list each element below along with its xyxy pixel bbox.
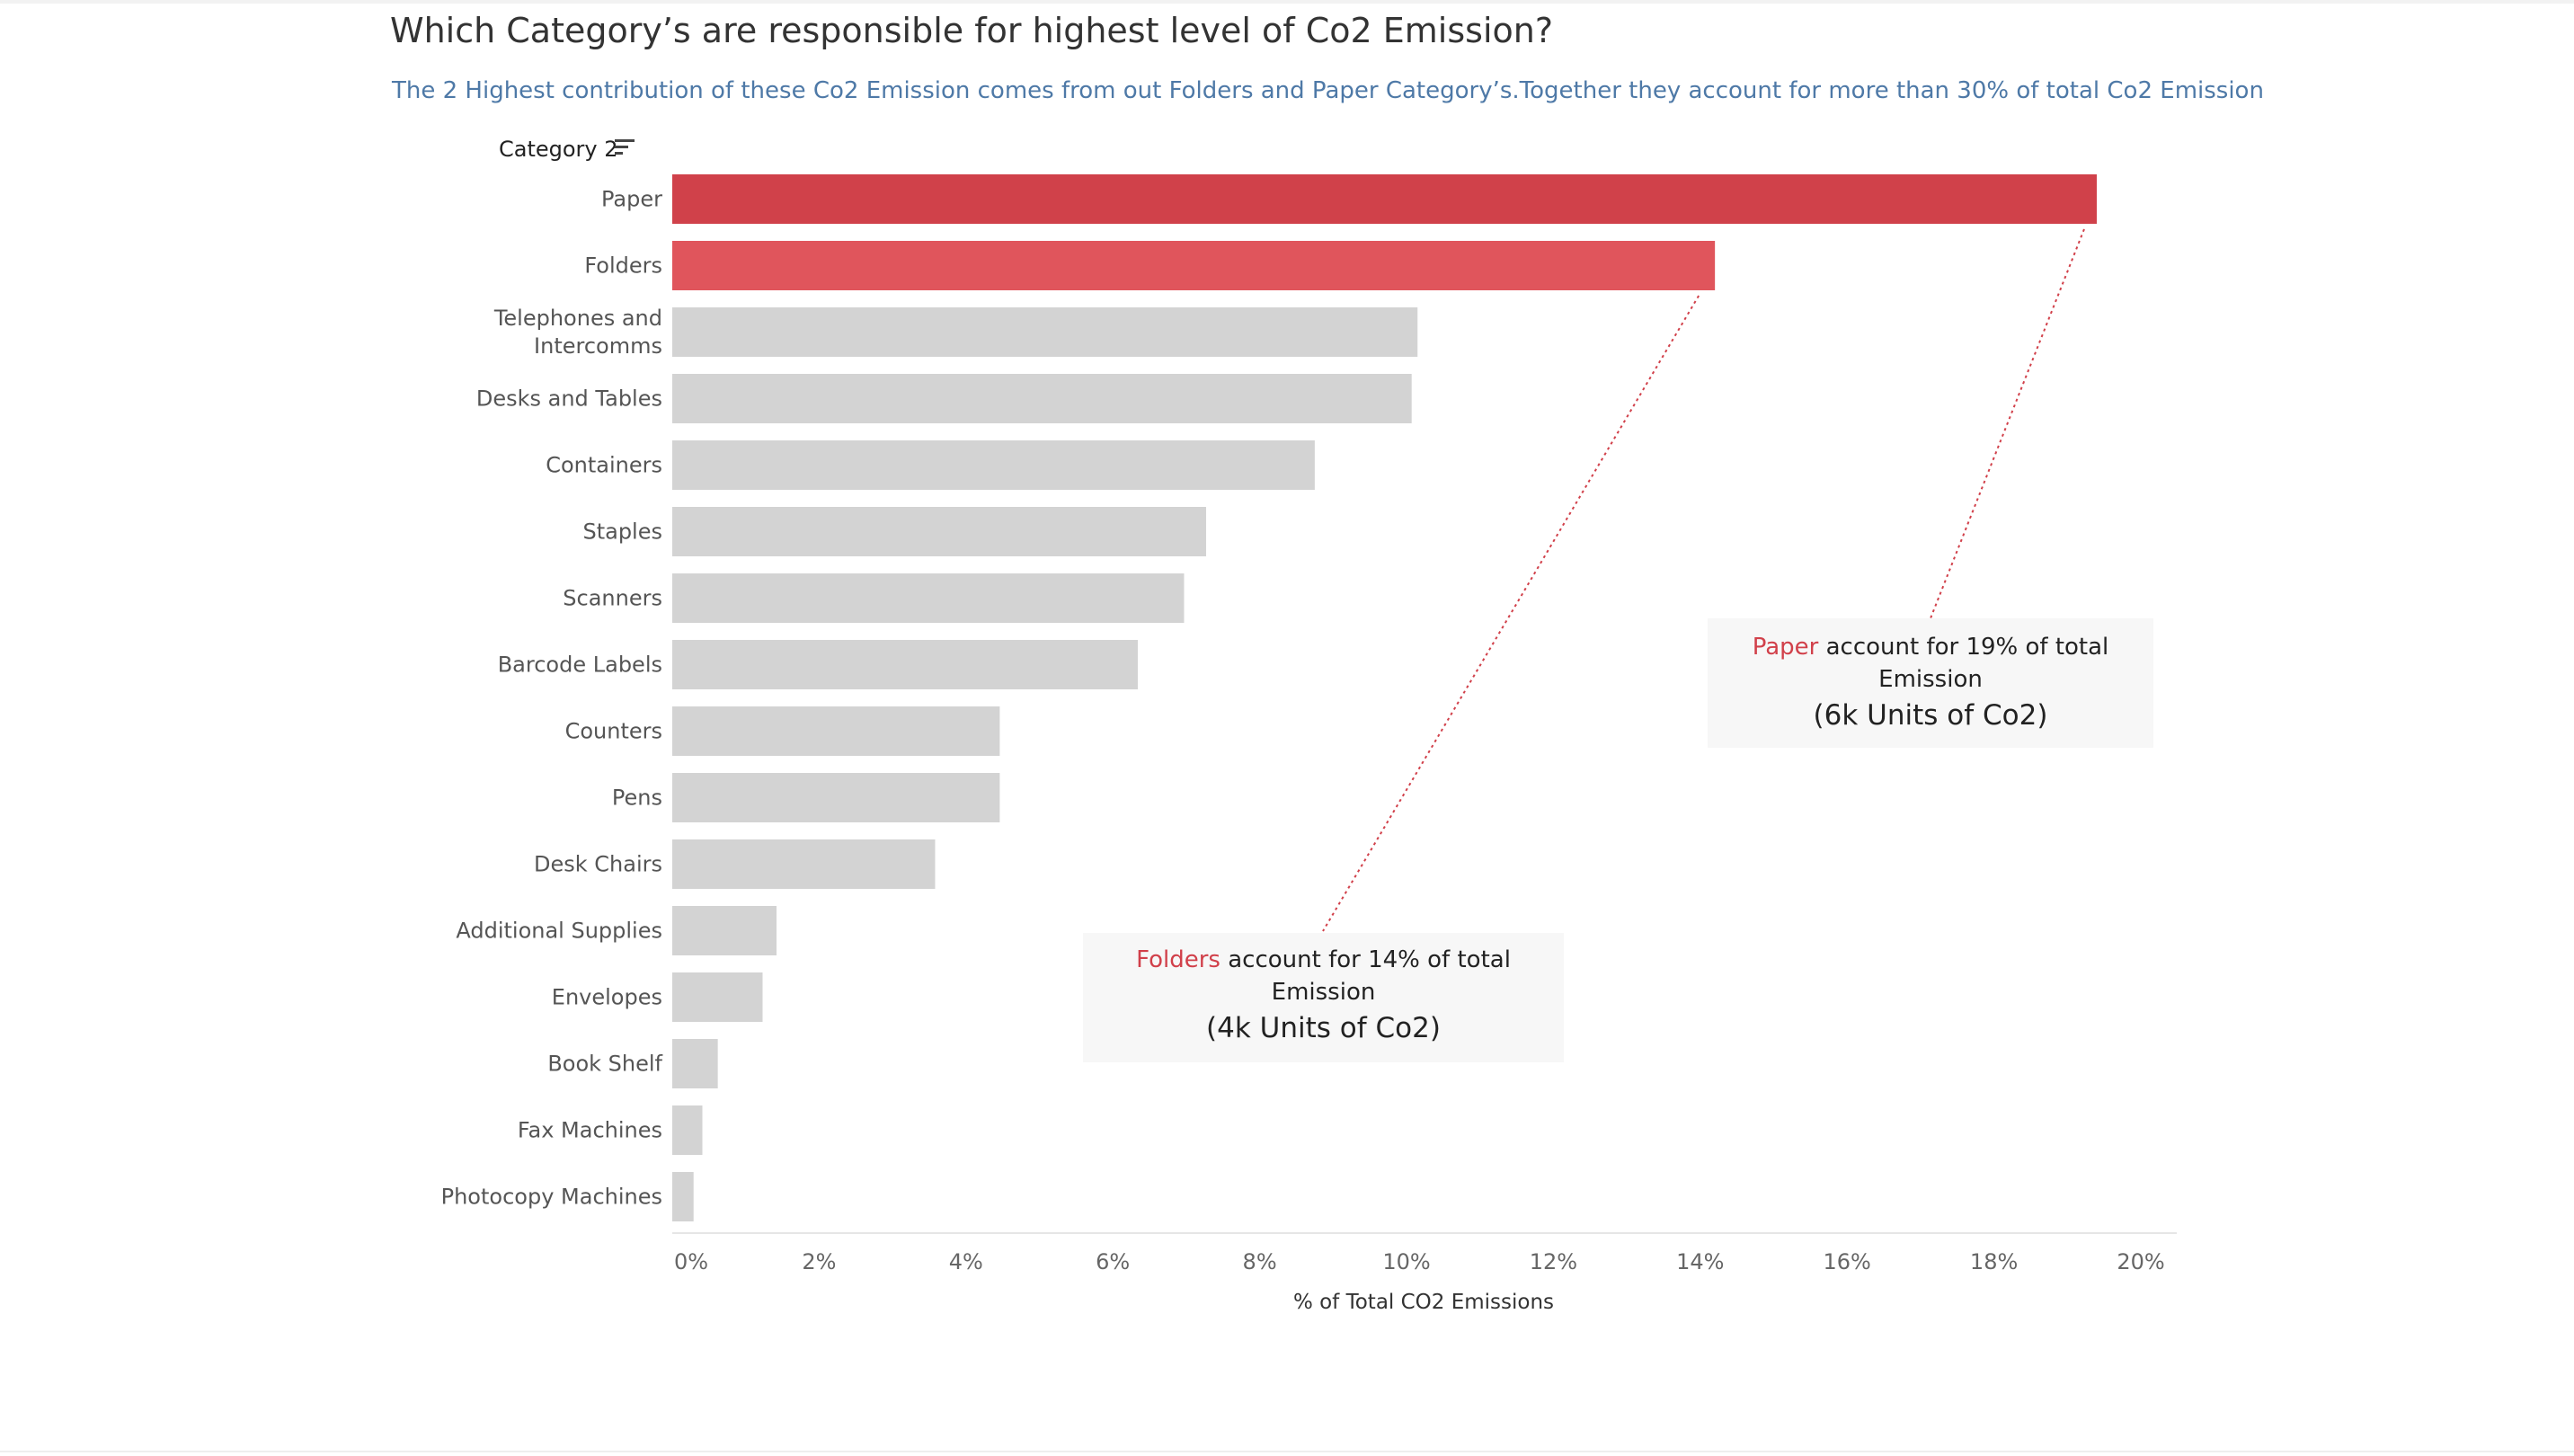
sort-descending-icon[interactable] — [615, 139, 635, 157]
x-tick-label: 0% — [674, 1249, 708, 1274]
category-label: Book Shelf — [547, 1052, 662, 1077]
bar[interactable] — [672, 839, 936, 889]
x-tick-label: 8% — [1243, 1249, 1277, 1274]
bar[interactable] — [672, 1172, 694, 1221]
category-label: Counters — [565, 719, 662, 744]
bar[interactable] — [672, 307, 1418, 357]
x-tick-label: 16% — [1824, 1249, 1871, 1274]
annotation-paper-text: Paper account for 19% of total Emission — [1708, 631, 2153, 696]
bar[interactable] — [672, 972, 763, 1022]
bar[interactable] — [672, 374, 1412, 423]
bar[interactable] — [672, 440, 1315, 490]
category-label: Barcode Labels — [498, 653, 662, 678]
category-label: Pens — [612, 786, 662, 811]
category-labels-group: Paper Folders Telephones and Intercomms Desk… — [441, 187, 663, 1210]
bottom-border — [0, 1451, 2574, 1452]
annotation-paper: Paper account for 19% of total Emission … — [1708, 618, 2153, 748]
annotation-paper-sentence: account for 19% of total Emission — [1818, 634, 2109, 693]
category-label: Folders — [584, 253, 662, 279]
x-tick-label: 12% — [1530, 1249, 1577, 1274]
x-tick-label: 2% — [802, 1249, 836, 1274]
category-label: Containers — [546, 453, 662, 478]
chart-subtitle: The 2 Highest contribution of these Co2 … — [392, 77, 2264, 104]
annotation-folders-text: Folders account for 14% of total Emissio… — [1083, 944, 1564, 1008]
category-label: Telephones and Intercomms — [493, 306, 662, 359]
category-label: Fax Machines — [518, 1118, 662, 1143]
x-tick-label: 20% — [2117, 1249, 2164, 1274]
top-border — [0, 0, 2574, 4]
annotation-folders-sentence: account for 14% of total Emission — [1220, 946, 1511, 1006]
category-axis-header[interactable]: Category 2 — [499, 137, 618, 162]
chart-title: Which Category’s are responsible for hig… — [390, 11, 1554, 50]
category-label: Additional Supplies — [456, 919, 662, 944]
x-axis-title: % of Total CO2 Emissions — [1292, 1291, 1555, 1314]
x-tick-label: 4% — [949, 1249, 983, 1274]
bar[interactable] — [672, 241, 1716, 290]
x-tick-label: 14% — [1676, 1249, 1724, 1274]
annotation-leader-line — [1930, 228, 2085, 619]
annotation-paper-units: (6k Units of Co2) — [1813, 699, 2048, 732]
category-label: Photocopy Machines — [441, 1185, 662, 1210]
category-label: Scanners — [563, 586, 662, 611]
bar[interactable] — [672, 1105, 703, 1155]
x-tick-label: 18% — [1970, 1249, 2018, 1274]
bar[interactable] — [672, 773, 1000, 822]
category-label: Desks and Tables — [476, 386, 662, 412]
bar[interactable] — [672, 1039, 718, 1088]
bar[interactable] — [672, 507, 1206, 556]
x-tick-label: 10% — [1382, 1249, 1430, 1274]
annotation-leaders-group — [1322, 228, 2085, 932]
category-label: Desk Chairs — [534, 852, 662, 877]
annotation-folders-units: (4k Units of Co2) — [1206, 1012, 1441, 1044]
x-tick-labels-group: 0% 2% 4% 6% 8% 10% 12% 14% 16% 18% 20% — [674, 1249, 2165, 1274]
x-tick-label: 6% — [1096, 1249, 1130, 1274]
category-label: Paper — [601, 187, 662, 212]
bar[interactable] — [672, 573, 1185, 623]
bar[interactable] — [672, 174, 2097, 224]
bar[interactable] — [672, 706, 1000, 756]
annotation-paper-highlight: Paper — [1752, 634, 1819, 661]
annotation-folders-highlight: Folders — [1136, 946, 1220, 973]
annotation-folders: Folders account for 14% of total Emissio… — [1083, 933, 1564, 1062]
bar[interactable] — [672, 640, 1138, 689]
bar[interactable] — [672, 906, 777, 955]
category-label: Staples — [582, 519, 662, 545]
bars-group — [672, 174, 2097, 1221]
category-label: Envelopes — [552, 985, 662, 1010]
